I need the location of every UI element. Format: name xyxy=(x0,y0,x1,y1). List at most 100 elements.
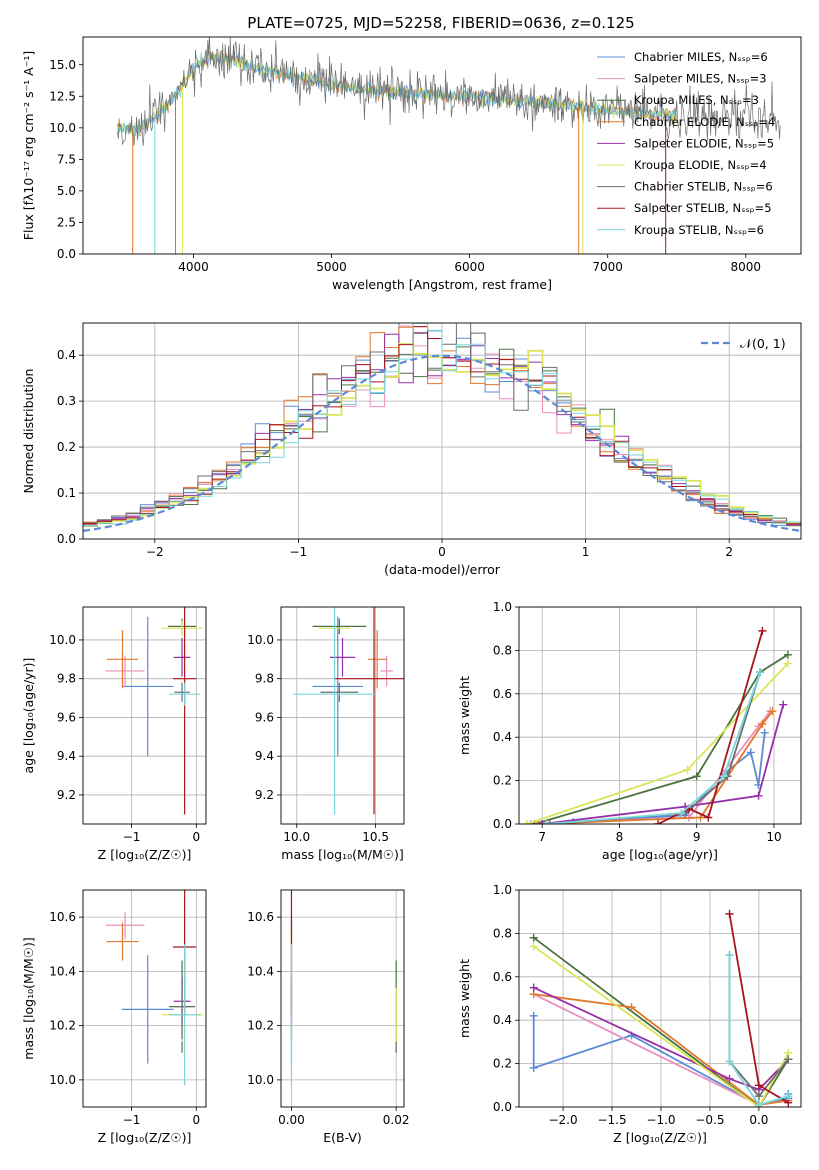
weight-marker xyxy=(754,1081,763,1090)
plot-area xyxy=(522,626,792,824)
weight-marker xyxy=(768,707,777,716)
axes-frame xyxy=(82,322,802,540)
y-tick-label: 0.4 xyxy=(493,1013,512,1027)
x-axis-label: Z [log₁₀(Z/Z☉)] xyxy=(98,847,192,862)
x-tick-label: 8 xyxy=(616,830,624,844)
x-tick-label: 10 xyxy=(766,830,781,844)
x-tick-label: 5000 xyxy=(316,260,347,274)
y-tick-label: 0.0 xyxy=(57,532,76,546)
plot-area xyxy=(105,890,203,1086)
x-tick-label: −1 xyxy=(123,830,141,844)
histogram-step xyxy=(83,323,801,527)
x-tick-label: 0 xyxy=(192,830,200,844)
x-tick-label: 2 xyxy=(725,545,733,559)
x-tick-label: −1 xyxy=(123,1113,141,1127)
y-tick-label: 9.8 xyxy=(57,672,76,686)
weight-marker xyxy=(725,1057,734,1066)
spectrum-model-line xyxy=(117,37,781,147)
weight-marker xyxy=(534,820,543,824)
legend-label: Kroupa STELIB, Nₛₛₚ=6 xyxy=(634,223,764,237)
y-tick-label: 0.2 xyxy=(493,1057,512,1071)
weight-marker xyxy=(760,728,769,737)
x-axis-label: age [log₁₀(age/yr)] xyxy=(602,847,718,862)
legend-label: Salpeter MILES, Nₛₛₚ=3 xyxy=(634,72,767,86)
legend-label: Kroupa MILES, Nₛₛₚ=3 xyxy=(634,93,759,107)
y-tick-label: 10.6 xyxy=(49,910,76,924)
x-tick-label: −2.0 xyxy=(548,1113,577,1127)
x-tick-label: 0 xyxy=(438,545,446,559)
weight-marker xyxy=(542,820,551,824)
y-tick-label: 10.2 xyxy=(49,1019,76,1033)
y-tick-label: 0.4 xyxy=(493,730,512,744)
panel-weight-vs-Z: −2.0 −1.5 −1.0 −0.5 0.0 0.0 0.2 0.4 0.6 0.8 1.0 Z [… xyxy=(457,883,802,1145)
x-axis-label: (data-model)/error xyxy=(384,562,501,577)
panel-age-vs-Z: −1 0 9.2 9.4 9.6 9.8 10.0 Z [log₁₀(Z/Z☉)] age [l… xyxy=(21,606,207,862)
axes-frame xyxy=(518,606,802,825)
weight-marker xyxy=(754,791,763,800)
weight-marker xyxy=(529,1011,538,1020)
y-axis-label: mass [log₁₀(M/M☉)] xyxy=(21,937,36,1059)
weight-line xyxy=(533,936,790,1107)
x-axis-label: Z [log₁₀(Z/Z☉)] xyxy=(613,1130,707,1145)
legend-label: Chabrier ELODIE, Nₛₛₚ=4 xyxy=(634,115,775,129)
axes-frame xyxy=(518,889,802,1108)
plot-area xyxy=(290,890,397,1086)
weight-marker xyxy=(779,700,788,709)
weight-marker xyxy=(754,1100,763,1107)
x-tick-label: 0 xyxy=(192,1113,200,1127)
weight-line xyxy=(545,671,761,824)
x-tick-label: −1 xyxy=(290,545,308,559)
y-tick-label: 0.6 xyxy=(493,687,512,701)
y-tick-label: 10.0 xyxy=(247,1073,274,1087)
x-axis-label: Z [log₁₀(Z/Z☉)] xyxy=(98,1130,192,1145)
plot-area xyxy=(83,323,801,532)
y-tick-label: 0.0 xyxy=(493,817,512,831)
weight-marker xyxy=(526,820,535,824)
y-tick-label: 10.2 xyxy=(247,1019,274,1033)
x-axis-label: mass [log₁₀(M/M☉)] xyxy=(281,847,403,862)
weight-marker xyxy=(725,1074,734,1083)
axes-frame xyxy=(280,889,405,1108)
y-tick-label: 9.4 xyxy=(57,749,76,763)
weight-marker xyxy=(758,720,767,729)
panel-age-vs-mass: 10.0 10.5 9.2 9.4 9.6 9.8 10.0 mass [log₁₀(M/M☉… xyxy=(247,606,405,862)
axes-frame xyxy=(82,36,802,255)
x-tick-label: 0.00 xyxy=(278,1113,305,1127)
weight-marker xyxy=(783,650,792,659)
weight-marker xyxy=(529,933,538,942)
legend-label: Kroupa ELODIE, Nₛₛₚ=4 xyxy=(634,158,767,172)
panel-spectrum: 4000 5000 6000 7000 8000 0.0 2.5 5.0 7.5 10.0 12.5… xyxy=(21,36,802,292)
x-tick-label: −1.0 xyxy=(646,1113,675,1127)
y-tick-label: 1.0 xyxy=(493,883,512,897)
y-tick-label: 9.4 xyxy=(255,749,274,763)
axes-frame xyxy=(82,889,207,1108)
y-tick-label: 10.4 xyxy=(247,964,274,978)
y-tick-label: 2.5 xyxy=(57,215,76,229)
y-tick-label: 0.3 xyxy=(57,394,76,408)
y-axis-label: age [log₁₀(age/yr)] xyxy=(21,658,36,774)
x-tick-label: −1.5 xyxy=(597,1113,626,1127)
weight-marker xyxy=(683,765,692,774)
weight-marker xyxy=(784,1092,793,1101)
weight-marker xyxy=(529,1063,538,1072)
weight-marker xyxy=(719,772,728,781)
weight-marker xyxy=(654,820,663,824)
legend: 𝒩(0, 1) xyxy=(701,336,786,351)
weight-marker xyxy=(529,983,538,992)
axes-frame xyxy=(280,606,405,825)
x-tick-label: −2 xyxy=(146,545,164,559)
x-tick-label: 7000 xyxy=(592,260,623,274)
y-axis-label: Flux [fλ10⁻¹⁷ erg cm⁻² s⁻¹ A⁻¹] xyxy=(21,51,36,240)
x-tick-label: 6000 xyxy=(454,260,485,274)
y-tick-label: 0.2 xyxy=(493,774,512,788)
y-tick-label: 0.0 xyxy=(493,1100,512,1114)
y-tick-label: 10.0 xyxy=(49,121,76,135)
weight-line xyxy=(728,955,789,1106)
x-tick-label: 0.0 xyxy=(749,1113,768,1127)
legend-label: Chabrier STELIB, Nₛₛₚ=6 xyxy=(634,180,773,194)
y-tick-label: 0.4 xyxy=(57,348,76,362)
weight-marker xyxy=(692,772,701,781)
x-tick-label: 8000 xyxy=(730,260,761,274)
weight-line xyxy=(657,630,764,824)
y-tick-label: 9.2 xyxy=(255,788,274,802)
